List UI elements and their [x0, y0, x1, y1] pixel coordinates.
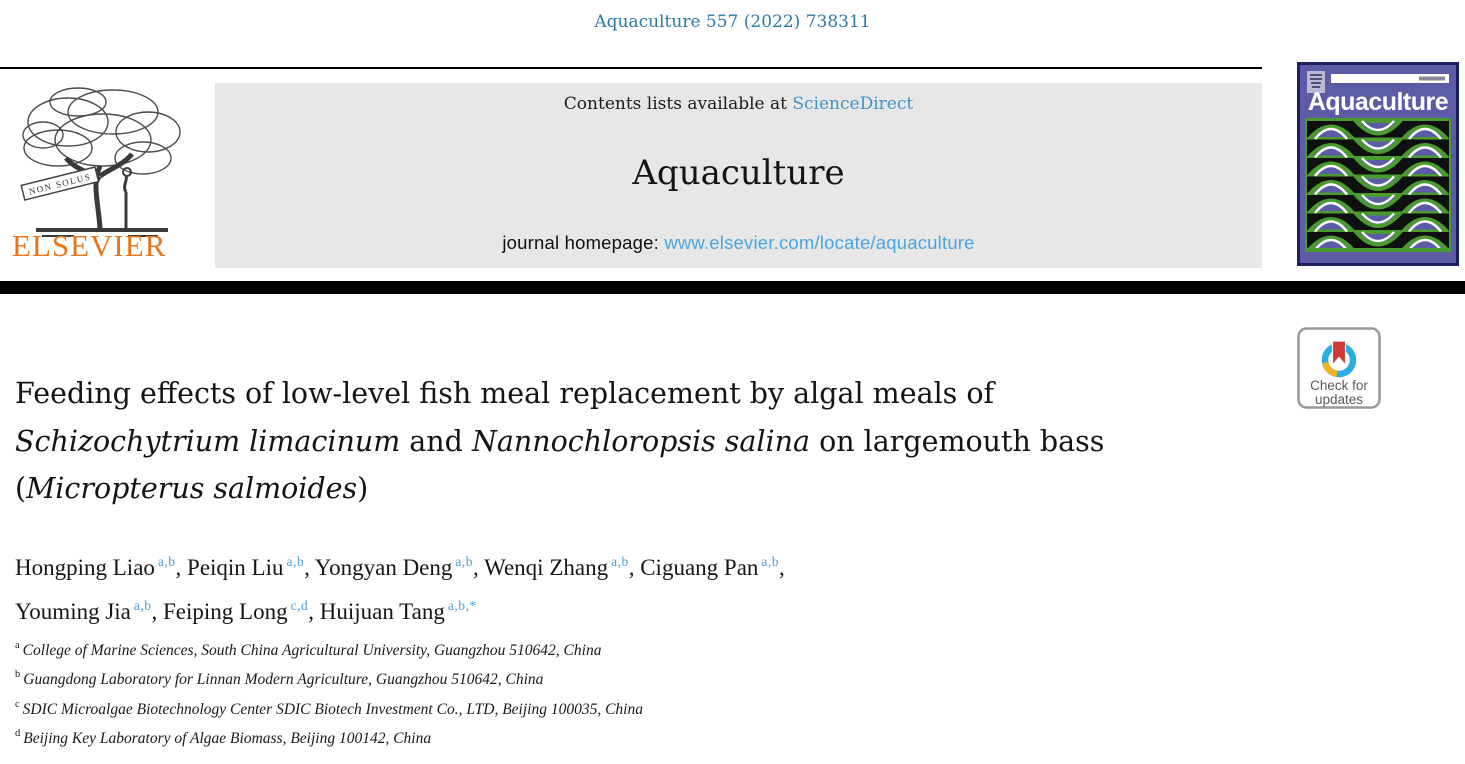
header-separator-bar [0, 281, 1465, 294]
elsevier-tree-logo: NON SOLUS [20, 87, 181, 237]
check-for-updates-badge[interactable]: Check for updates [1297, 327, 1381, 409]
author-affiliation-superscript: a,b [157, 554, 176, 569]
author-name: Feiping Long [163, 598, 288, 624]
author-affiliation-superscript: a,b [286, 554, 305, 569]
journal-title: Aquaculture [632, 153, 845, 193]
author-name: Peiqin Liu [187, 555, 284, 580]
sciencedirect-link[interactable]: ScienceDirect [792, 94, 914, 114]
top-divider-rule [0, 67, 1262, 69]
author-name: Youming Jia [15, 598, 131, 624]
author-name: Huijuan Tang [319, 598, 445, 624]
crossmark-icon [1321, 340, 1357, 378]
affiliation-row: a College of Marine Sciences, South China… [15, 640, 602, 659]
badge-text-line2: updates [1315, 392, 1363, 407]
cover-mini-elsevier-logo [1307, 71, 1325, 93]
article-title: Feeding effects of low-level fish meal r… [15, 370, 1285, 513]
aquaculture-cover: Aquaculture [1297, 62, 1459, 266]
citation-header-link[interactable]: Aquaculture 557 (2022) 738311 [594, 12, 871, 32]
affiliation-row: b Guangdong Laboratory for Linnan Modern … [15, 669, 544, 689]
cover-wave-pattern [1305, 118, 1451, 252]
author-affiliation-superscript: c,d [290, 597, 309, 613]
author-affiliation-superscript: a,b,* [447, 597, 477, 613]
author-list: Hongping Liao a,b, Peiqin Liu a,b, Yongyan… [15, 554, 785, 624]
cover-title: Aquaculture [1308, 88, 1449, 116]
journal-header-box: Contents lists available at ScienceDirec… [215, 83, 1262, 268]
contents-lists-text: Contents lists available at [563, 94, 793, 114]
journal-homepage-line: journal homepage: www.elsevier.com/locat… [502, 232, 974, 254]
elsevier-wordmark: ELSEVIER [12, 228, 167, 263]
affiliation-list: a College of Marine Sciences, South China… [15, 634, 1115, 752]
contents-lists-line: Contents lists available at ScienceDirec… [564, 94, 913, 114]
homepage-url-link[interactable]: www.elsevier.com/locate/aquaculture [664, 232, 975, 253]
author-affiliation-superscript: a,b [455, 554, 474, 569]
affiliation-row: d Beijing Key Laboratory of Algae Biomass… [15, 728, 432, 748]
elsevier-logo: NON SOLUS ELSEVIER [8, 80, 198, 275]
journal-cover-image: Aquaculture [1297, 62, 1459, 266]
badge-text-line1: Check for [1310, 378, 1368, 393]
author-affiliation-superscript: a,b [761, 554, 780, 569]
author-name: Yongyan Deng [314, 555, 453, 580]
author-affiliation-superscript: a,b [133, 597, 152, 613]
cover-issn-text [1419, 76, 1445, 81]
author-name: Ciguang Pan [640, 555, 759, 580]
homepage-label: journal homepage: [502, 232, 665, 253]
title-line-3: (Micropterus salmoides) [15, 472, 369, 505]
author-name: Hongping Liao [15, 555, 155, 580]
author-name: Wenqi Zhang [484, 555, 609, 580]
title-line-2: Schizochytrium limacinum and Nannochloro… [15, 424, 1105, 458]
cover-top-strip [1331, 74, 1449, 83]
title-line-1: Feeding effects of low-level fish meal r… [15, 377, 995, 410]
author-affiliation-superscript: a,b [611, 554, 629, 569]
affiliation-row: c SDIC Microalgae Biotechnology Center SD… [15, 698, 643, 718]
